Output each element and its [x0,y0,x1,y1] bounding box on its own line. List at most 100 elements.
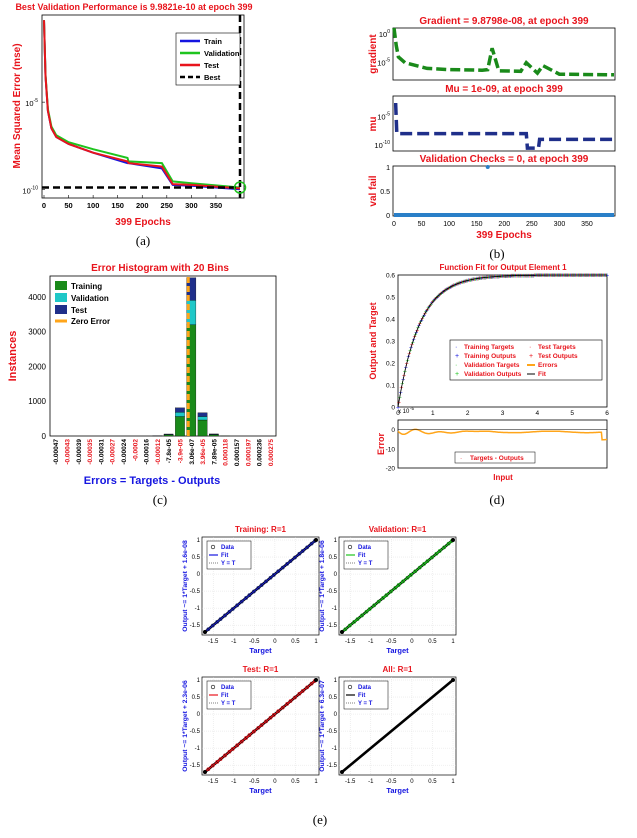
caption-c: (c) [153,492,167,507]
fit-xtick: 1 [431,410,435,417]
legend-plus-1: + [455,353,459,360]
panel-b-mu-title: Mu = 1e-09, at epoch 399 [445,84,563,95]
valfail-xtick: 150 [471,221,483,228]
panel-a-title: Best Validation Performance is 9.9821e-1… [15,2,252,12]
error-ytick: -20 [386,466,396,473]
legend-test-outputs: Test Outputs [538,353,578,360]
hist-xtick: 0.000236 [257,439,264,466]
legend-best: Best [204,73,221,82]
hist-xtick: -0.00043 [64,439,71,465]
panel-b-gradient-ylabel: gradient [368,34,379,74]
regression-xtick: -1 [231,639,237,645]
regression-xtick: -1 [368,779,374,785]
panel-b-val-ylabel: val fail [368,175,379,206]
hist-bar-validation [198,417,207,420]
panel-d-exp-label: x 10 [398,409,410,415]
regression-endpoint [451,678,455,682]
fit-marker: + [605,273,609,280]
regression-xtick: -1.5 [208,639,219,645]
hist-xtick: -0.00047 [53,439,60,465]
regression-ytick: -0.5 [190,589,201,595]
hist-xtick: -0.00016 [144,439,151,465]
regression-ytick: 0.5 [329,555,338,561]
legend-data: Data [221,545,235,551]
valfail-xtick: 50 [418,221,426,228]
regression-ytick: 0.5 [192,695,201,701]
regression-ylabel: Output ~= 1*Target + 1.8e-06 [319,540,326,632]
regression-ytick: -1.5 [327,623,338,629]
ytick-label: 10-5 [25,98,38,108]
regression-ytick: -1 [195,606,201,612]
valfail-xtick: 250 [526,221,538,228]
regression-title: Validation: R=1 [369,525,427,534]
regression-xtick: -0.5 [386,779,397,785]
panel-b-val-axes [393,166,615,216]
hist-xtick: 3.96e-05 [200,439,207,465]
xtick-label: 300 [185,201,198,210]
panel-b-val-title: Validation Checks = 0, at epoch 399 [420,154,589,165]
panel-c-histogram: Error Histogram with 20 Bins Instances 0… [7,263,276,507]
fit-ytick: 0.2 [386,361,395,368]
legend-yt: Y = T [221,561,236,567]
legend-fit-label: Fit [221,553,228,559]
hist-xtick: -3.9e-05 [177,439,184,464]
regression-ytick: -0.5 [190,729,201,735]
regression-xtick: 0 [273,639,277,645]
regression-ytick: 0.5 [192,555,201,561]
caption-e: (e) [313,812,327,827]
legend-validation-targets: Validation Targets [464,362,520,369]
hist-ytick: 4000 [28,293,46,302]
regression-ytick: -1.5 [190,623,201,629]
regression-xtick: -1.5 [345,639,356,645]
hist-xtick: 7.89e-05 [211,439,218,465]
hist-xtick: -0.00012 [155,439,162,465]
panel-c-xlabel: Errors = Targets - Outputs [84,475,220,487]
hist-ytick: 2000 [28,362,46,371]
hist-bar-training [164,435,173,436]
regression-ytick: 0 [197,712,201,718]
legend-validation-hist-swatch [55,293,67,302]
legend-test-hist-swatch [55,305,67,314]
panel-a-legend: Train Validation Test Best [176,33,240,85]
regression-endpoint [314,678,318,682]
regression-xtick: 0.5 [291,639,300,645]
legend-training: Training [71,282,102,291]
ytick-label-exp: -10 [31,185,38,191]
regression-ytick: 0 [334,572,338,578]
valfail-ytick: 1 [386,165,390,172]
hist-ytick: 3000 [28,328,46,337]
hist-bar-test [175,408,184,413]
legend-test: Test [204,61,219,70]
regression-ylabel: Output ~= 1*Target + 1.6e-08 [182,540,189,632]
panel-d-title: Function Fit for Output Element 1 [439,263,567,272]
valfail-ytick: 0.5 [380,189,390,196]
valfail-xtick: 0 [392,221,396,228]
fit-xtick: 3 [501,410,505,417]
legend-training-outputs: Training Outputs [464,353,516,360]
regression-xtick: -0.5 [249,639,260,645]
regression-endpoint [314,538,318,542]
regression-xtick: -1 [231,779,237,785]
fit-xtick: 2 [466,410,470,417]
xtick-label: 150 [111,201,124,210]
hist-xtick: -0.0002 [132,439,139,461]
gradient-ytick-exp: -5 [386,58,391,64]
fit-xtick: 5 [570,410,574,417]
regression-ytick: 0 [197,572,201,578]
legend-dot-3: · [529,344,531,351]
regression-ytick: -1.5 [327,763,338,769]
legend-test-targets: Test Targets [538,344,576,351]
ytick-label-exp: -5 [34,98,39,104]
hist-xtick: -0.00031 [98,439,105,465]
panel-c-ylabel: Instances [7,331,19,382]
hist-bar-training [175,417,184,436]
legend-train: Train [204,37,222,46]
caption-d: (d) [489,492,504,507]
hist-ytick: 0 [42,432,47,441]
panel-c-title: Error Histogram with 20 Bins [91,263,229,274]
hist-bar-training [198,420,207,436]
regression-ytick: 0 [334,712,338,718]
panel-d-ylabel: Output and Target [368,302,378,379]
caption-a: (a) [136,233,150,248]
